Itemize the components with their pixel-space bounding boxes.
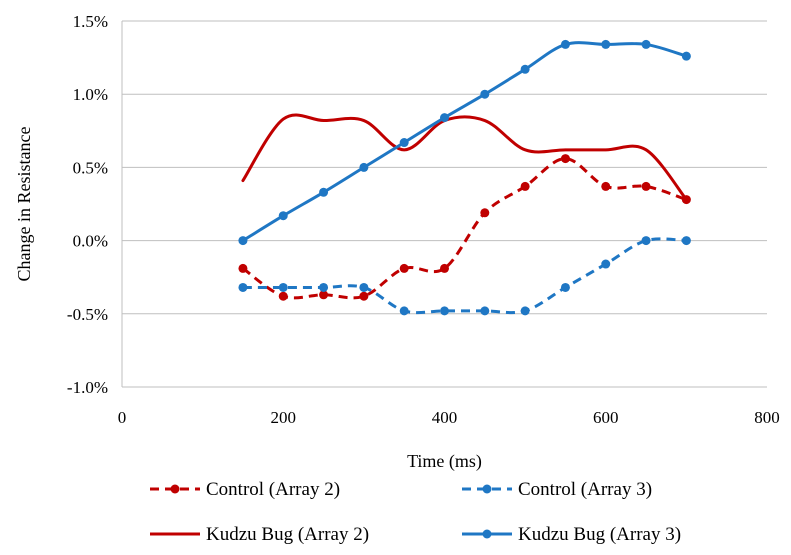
x-tick-label: 0	[118, 408, 127, 427]
y-axis-title: Change in Resistance	[14, 127, 34, 282]
y-tick-label: 0.0%	[73, 232, 108, 251]
data-point	[238, 283, 247, 292]
gridlines	[122, 21, 767, 387]
data-point	[601, 40, 610, 49]
series-markers	[238, 40, 690, 315]
legend-label: Control (Array 3)	[518, 479, 652, 500]
data-point	[279, 292, 288, 301]
data-point	[279, 283, 288, 292]
y-tick-label: -1.0%	[67, 378, 108, 397]
series-lines	[243, 43, 686, 313]
x-tick-label: 200	[271, 408, 297, 427]
data-point	[561, 154, 570, 163]
data-point	[521, 65, 530, 74]
y-tick-label: -0.5%	[67, 305, 108, 324]
y-tick-label: 0.5%	[73, 158, 108, 177]
legend-label: Control (Array 2)	[206, 479, 340, 500]
data-point	[400, 306, 409, 315]
data-point	[319, 188, 328, 197]
y-axis-ticks: -1.0% -0.5% 0.0% 0.5% 1.0% 1.5%	[67, 12, 108, 397]
data-point	[440, 264, 449, 273]
legend-label: Kudzu Bug (Array 2)	[206, 524, 369, 545]
data-point	[480, 208, 489, 217]
legend: Control (Array 2) Control (Array 3) Kudzu …	[150, 479, 681, 545]
y-tick-label: 1.5%	[73, 12, 108, 31]
data-point	[359, 163, 368, 172]
x-axis-ticks: 0 200 400 600 800	[118, 408, 780, 427]
data-point	[359, 292, 368, 301]
data-point	[601, 182, 610, 191]
data-point	[682, 52, 691, 61]
series-line-2	[243, 239, 686, 313]
data-point	[480, 90, 489, 99]
data-point	[480, 306, 489, 315]
data-point	[400, 138, 409, 147]
legend-swatch-marker	[483, 485, 492, 494]
data-point	[561, 40, 570, 49]
data-point	[400, 264, 409, 273]
x-tick-label: 600	[593, 408, 619, 427]
data-point	[682, 236, 691, 245]
data-point	[642, 236, 651, 245]
y-tick-label: 1.0%	[73, 85, 108, 104]
data-point	[601, 260, 610, 269]
data-point	[319, 283, 328, 292]
data-point	[238, 236, 247, 245]
data-point	[279, 211, 288, 220]
data-point	[642, 40, 651, 49]
series-line-1	[243, 159, 686, 298]
x-axis-title: Time (ms)	[407, 451, 482, 472]
data-point	[238, 264, 247, 273]
data-point	[440, 306, 449, 315]
legend-swatch-marker	[483, 530, 492, 539]
legend-label: Kudzu Bug (Array 3)	[518, 524, 681, 545]
x-tick-label: 800	[754, 408, 780, 427]
data-point	[561, 283, 570, 292]
data-point	[440, 113, 449, 122]
series-line-4	[243, 43, 686, 241]
data-point	[521, 182, 530, 191]
data-point	[521, 306, 530, 315]
legend-swatch-marker	[171, 485, 180, 494]
x-tick-label: 400	[432, 408, 458, 427]
data-point	[642, 182, 651, 191]
data-point	[359, 283, 368, 292]
data-point	[682, 195, 691, 204]
